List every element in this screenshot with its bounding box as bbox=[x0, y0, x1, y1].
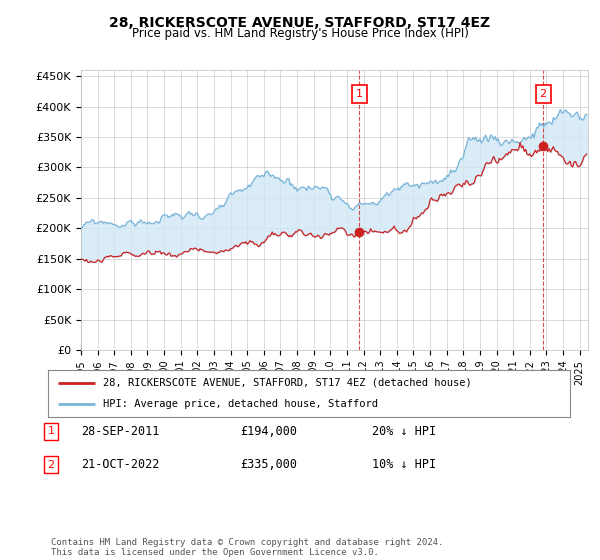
Text: 2: 2 bbox=[539, 90, 547, 99]
Text: 10% ↓ HPI: 10% ↓ HPI bbox=[372, 458, 436, 472]
Text: 20% ↓ HPI: 20% ↓ HPI bbox=[372, 424, 436, 438]
Text: HPI: Average price, detached house, Stafford: HPI: Average price, detached house, Staf… bbox=[103, 399, 378, 409]
Text: £335,000: £335,000 bbox=[240, 458, 297, 472]
Text: 21-OCT-2022: 21-OCT-2022 bbox=[81, 458, 160, 472]
Text: 1: 1 bbox=[356, 90, 363, 99]
Text: Price paid vs. HM Land Registry's House Price Index (HPI): Price paid vs. HM Land Registry's House … bbox=[131, 27, 469, 40]
Text: 2: 2 bbox=[47, 460, 55, 470]
Text: 28, RICKERSCOTE AVENUE, STAFFORD, ST17 4EZ: 28, RICKERSCOTE AVENUE, STAFFORD, ST17 4… bbox=[109, 16, 491, 30]
Text: £194,000: £194,000 bbox=[240, 424, 297, 438]
Text: 28, RICKERSCOTE AVENUE, STAFFORD, ST17 4EZ (detached house): 28, RICKERSCOTE AVENUE, STAFFORD, ST17 4… bbox=[103, 378, 472, 388]
Text: Contains HM Land Registry data © Crown copyright and database right 2024.
This d: Contains HM Land Registry data © Crown c… bbox=[51, 538, 443, 557]
Text: 1: 1 bbox=[47, 426, 55, 436]
Text: 28-SEP-2011: 28-SEP-2011 bbox=[81, 424, 160, 438]
